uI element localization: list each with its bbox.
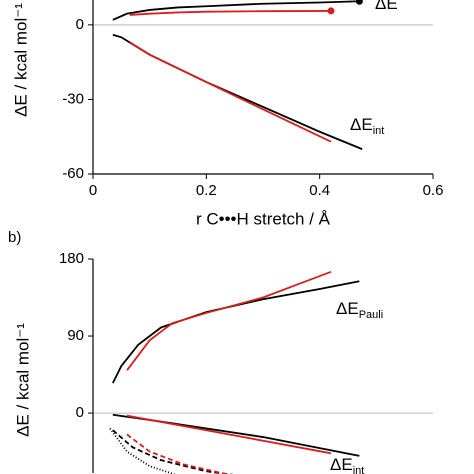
series-line [112, 33, 363, 150]
x-tick-label: 0.4 [309, 182, 330, 199]
series-line [112, 413, 360, 457]
y-tick-label: 0 [76, 404, 84, 421]
x-tick-label: 0 [89, 182, 97, 199]
series-line [109, 427, 177, 474]
series-line [129, 10, 332, 16]
annotation-text: ΔE [350, 115, 373, 134]
x-tick-label: 0.2 [196, 182, 217, 199]
series-line [126, 414, 332, 455]
y-tick-label: 180 [59, 250, 84, 267]
series-line [112, 429, 234, 474]
annotation: ΔEint [350, 115, 384, 136]
annotation-subscript: Pauli [359, 309, 383, 321]
annotation-text: ΔE [336, 299, 359, 318]
annotation-text: ΔE [330, 455, 353, 474]
series-line [112, 0, 360, 21]
end-marker [355, 0, 363, 5]
y-axis-label: ΔE / kcal mol⁻¹ [13, 323, 32, 437]
y-tick-label: 0 [76, 16, 84, 33]
series-line [126, 433, 230, 474]
y-tick-label: 90 [67, 327, 84, 344]
y-axis-label: ΔE / kcal mol⁻¹ [11, 3, 30, 117]
panel-label: b) [8, 229, 21, 246]
annotation-subscript: int [373, 125, 385, 137]
x-axis-label: r C•••H stretch / Å [196, 209, 331, 228]
series-line [129, 41, 332, 143]
series-line [126, 270, 332, 371]
annotation: ΔEPauli [336, 299, 383, 320]
y-tick-label: -60 [62, 165, 84, 182]
annotation-subscript: int [353, 465, 365, 474]
annotation: ΔE [375, 0, 398, 13]
annotation: ΔEint [330, 455, 364, 474]
y-tick-label: -30 [62, 90, 84, 107]
x-tick-label: 0.6 [423, 182, 444, 199]
end-marker [327, 7, 335, 15]
annotation-text: ΔE [375, 0, 398, 13]
series-line [112, 280, 360, 384]
